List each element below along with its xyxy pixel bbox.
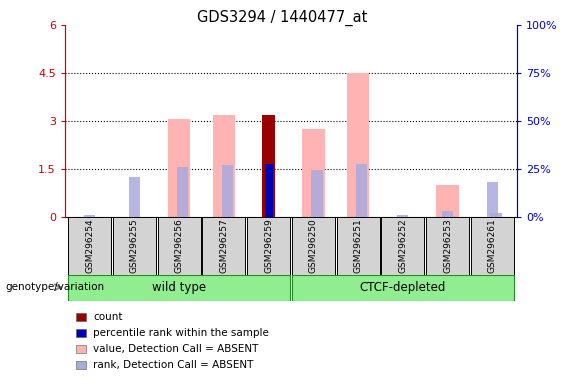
Bar: [337, 217, 380, 275]
Text: percentile rank within the sample: percentile rank within the sample: [93, 328, 269, 338]
Text: GSM296252: GSM296252: [398, 219, 407, 273]
Bar: [212, 114, 235, 217]
Text: GSM296253: GSM296253: [443, 219, 452, 273]
Text: GSM296251: GSM296251: [354, 219, 363, 273]
Bar: [247, 217, 290, 275]
Bar: [490, 213, 502, 217]
Bar: [168, 119, 190, 217]
Bar: [177, 167, 188, 217]
Text: GSM296257: GSM296257: [219, 219, 228, 273]
Text: CTCF-depleted: CTCF-depleted: [360, 281, 446, 295]
Bar: [487, 182, 498, 217]
Bar: [436, 185, 459, 217]
Bar: [311, 170, 323, 217]
Text: count: count: [93, 312, 123, 322]
Bar: [426, 217, 469, 275]
Text: genotype/variation: genotype/variation: [6, 282, 105, 292]
Bar: [68, 217, 111, 275]
Bar: [292, 275, 514, 301]
Bar: [84, 215, 95, 217]
Bar: [292, 217, 335, 275]
Text: value, Detection Call = ABSENT: value, Detection Call = ABSENT: [93, 344, 259, 354]
Text: GSM296250: GSM296250: [309, 219, 318, 273]
Bar: [263, 114, 275, 217]
Bar: [442, 210, 453, 217]
Text: rank, Detection Call = ABSENT: rank, Detection Call = ABSENT: [93, 360, 254, 370]
Bar: [381, 217, 424, 275]
Bar: [129, 177, 140, 217]
Text: wild type: wild type: [152, 281, 206, 295]
Text: GSM296254: GSM296254: [85, 219, 94, 273]
Bar: [397, 215, 408, 217]
Bar: [202, 217, 245, 275]
Bar: [471, 217, 514, 275]
Bar: [158, 217, 201, 275]
Bar: [222, 165, 233, 217]
Text: GSM296259: GSM296259: [264, 219, 273, 273]
Text: GDS3294 / 1440477_at: GDS3294 / 1440477_at: [197, 10, 368, 26]
Bar: [347, 73, 370, 217]
Text: GSM296261: GSM296261: [488, 219, 497, 273]
Text: GSM296255: GSM296255: [130, 219, 139, 273]
Bar: [68, 275, 290, 301]
Bar: [356, 164, 367, 217]
Bar: [302, 129, 324, 217]
Bar: [264, 164, 272, 217]
Bar: [113, 217, 156, 275]
Text: GSM296256: GSM296256: [175, 219, 184, 273]
